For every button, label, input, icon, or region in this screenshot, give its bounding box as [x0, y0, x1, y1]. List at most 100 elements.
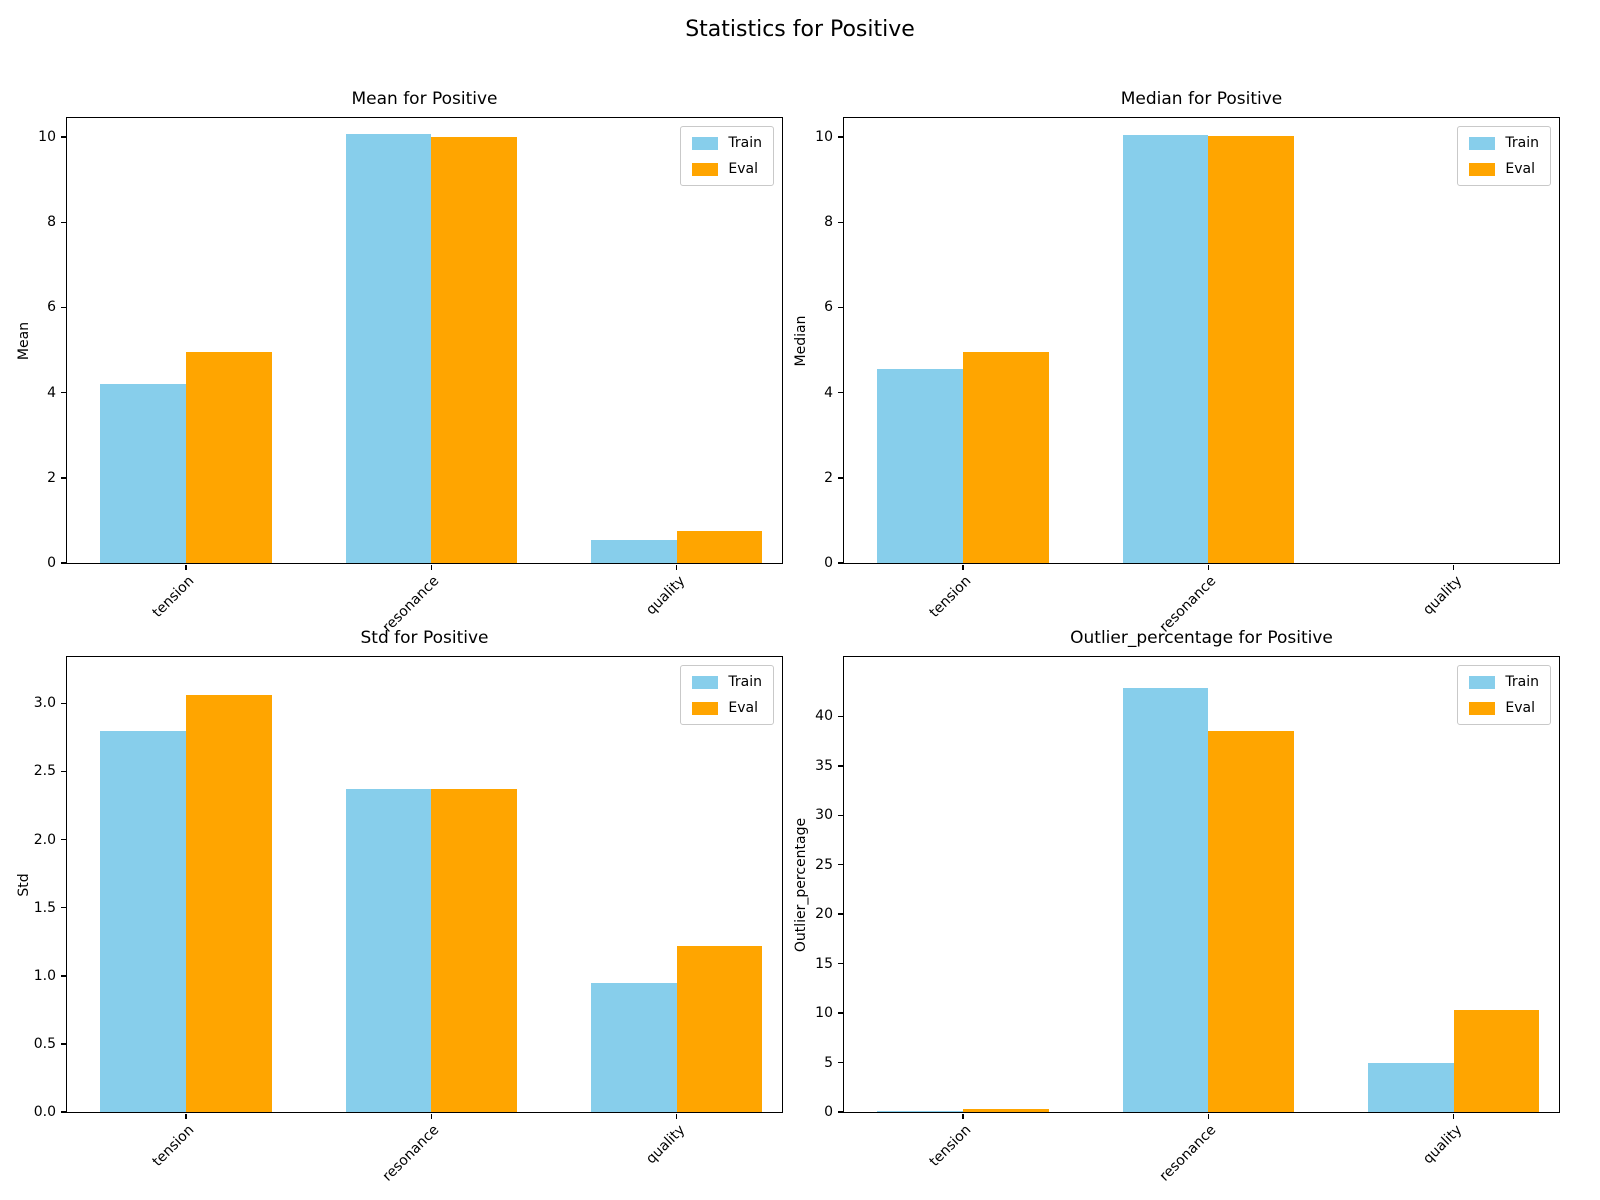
y-tick-mark	[837, 1012, 843, 1014]
x-tick-mark	[675, 1113, 678, 1119]
y-tick-mark	[60, 391, 66, 394]
legend-row: Eval	[692, 700, 762, 716]
legend-row: Train	[1469, 674, 1539, 690]
x-tick-label: quality	[642, 573, 688, 619]
x-tick-label: resonance	[1156, 1122, 1220, 1185]
legend-swatch-eval	[1469, 701, 1496, 715]
subplot-median: Median for Positive Median 0 2 4 6 8 10 tensio…	[793, 89, 1560, 636]
y-tick-mark	[837, 913, 843, 915]
legend-swatch-train	[692, 675, 719, 689]
x-tick-mark	[430, 1113, 433, 1119]
plot-area: 0 2 4 6 8 10 tension resonance quality Train Eval	[38, 117, 783, 636]
bar-eval-quality	[1453, 1010, 1540, 1112]
y-tick-label: 5	[824, 1054, 833, 1071]
legend-row: Eval	[1469, 161, 1539, 177]
legend: Train Eval	[680, 665, 774, 725]
y-tick-label: 6	[47, 299, 56, 316]
x-tick-mark	[962, 564, 964, 570]
bar-eval-resonance	[1208, 136, 1294, 563]
bar-train-quality	[590, 539, 677, 563]
y-tick-mark	[837, 814, 843, 816]
bar-train-resonance	[345, 789, 432, 1112]
bar-eval-tension	[963, 352, 1049, 563]
x-tick-mark	[1452, 1113, 1455, 1119]
legend-swatch-eval	[692, 701, 719, 715]
x-tick-label: quality	[1419, 573, 1465, 619]
bar-train-tension	[100, 384, 187, 563]
y-tick-mark	[837, 136, 843, 138]
y-tick-label: 30	[815, 807, 833, 824]
y-tick-mark	[60, 562, 66, 564]
y-tick-mark	[837, 715, 843, 718]
legend-label-eval: Eval	[1505, 700, 1536, 716]
x-tick-mark	[675, 564, 678, 570]
y-tick-mark	[837, 1111, 843, 1113]
x-tick-label: resonance	[379, 573, 443, 636]
x-tick-label: quality	[1419, 1122, 1465, 1168]
y-tick-label: 2	[824, 469, 833, 486]
bar-train-quality	[1367, 1062, 1454, 1112]
legend-row: Eval	[1469, 700, 1539, 716]
y-tick-label: 4	[824, 384, 833, 401]
x-tick-mark	[1207, 1113, 1210, 1119]
legend-swatch-train	[692, 136, 719, 150]
legend-row: Eval	[692, 161, 762, 177]
y-tick-mark	[837, 562, 843, 564]
y-tick-label: 3.0	[33, 695, 56, 712]
x-tick-mark	[1452, 564, 1455, 570]
bar-train-quality	[590, 982, 677, 1112]
bar-train-tension	[877, 369, 964, 563]
y-tick-label: 20	[815, 906, 833, 923]
y-tick-label: 6	[824, 299, 833, 316]
x-tick-label: resonance	[1156, 573, 1220, 636]
legend: Train Eval	[1457, 126, 1551, 186]
y-tick-mark	[60, 770, 66, 773]
y-tick-label: 4	[47, 384, 56, 401]
plot-area: 0 5 10 15 20 25 30 35 40 tension resonance quality T…	[815, 656, 1560, 1185]
y-tick-mark	[837, 863, 843, 866]
legend-swatch-eval	[692, 162, 719, 176]
x-tick-label: quality	[642, 1122, 688, 1168]
y-tick-mark	[60, 1111, 66, 1113]
y-tick-label: 0.5	[33, 1035, 56, 1052]
legend-label-eval: Eval	[728, 700, 759, 716]
subplot-std: Std for Positive Std 0.0 0.5 1.0 1.5 2.0 2.5 3…	[16, 628, 783, 1185]
y-tick-mark	[837, 306, 843, 309]
subplot-title: Median for Positive	[1120, 89, 1283, 109]
y-tick-label: 0	[47, 555, 56, 571]
legend-swatch-eval	[1469, 162, 1496, 176]
y-tick-label: 8	[824, 214, 833, 231]
figure-suptitle: Statistics for Positive	[685, 17, 915, 42]
y-tick-label: 25	[815, 856, 833, 873]
legend-label-eval: Eval	[1505, 161, 1536, 177]
y-tick-label: 0	[824, 555, 833, 571]
legend-label-eval: Eval	[728, 161, 759, 177]
bar-eval-tension	[186, 695, 272, 1112]
y-axis-label: Mean	[16, 321, 32, 360]
legend-row: Train	[692, 135, 762, 151]
legend-row: Train	[1469, 135, 1539, 151]
y-tick-mark	[837, 765, 843, 767]
y-axis-label: Median	[793, 315, 809, 366]
y-tick-mark	[60, 136, 66, 138]
bar-train-tension	[877, 1111, 964, 1112]
bar-train-resonance	[1122, 135, 1209, 563]
legend-label-train: Train	[1505, 674, 1539, 690]
y-tick-mark	[60, 975, 66, 977]
x-tick-label: tension	[149, 1122, 198, 1170]
y-tick-mark	[60, 221, 66, 224]
bar-eval-quality	[676, 945, 763, 1112]
y-tick-label: 1.5	[33, 899, 56, 916]
x-tick-mark	[430, 564, 433, 570]
legend: Train Eval	[1457, 665, 1551, 725]
y-tick-mark	[60, 906, 66, 909]
legend-label-train: Train	[728, 135, 762, 151]
y-tick-mark	[60, 477, 66, 479]
bar-eval-quality	[676, 530, 763, 563]
x-tick-mark	[1207, 564, 1210, 570]
y-tick-mark	[837, 1061, 843, 1064]
y-tick-label: 2.0	[33, 831, 56, 848]
subplot-outlier-percentage: Outlier_percentage for Positive Outlier_…	[793, 628, 1560, 1185]
legend-label-train: Train	[1505, 135, 1539, 151]
bar-train-tension	[100, 730, 187, 1112]
